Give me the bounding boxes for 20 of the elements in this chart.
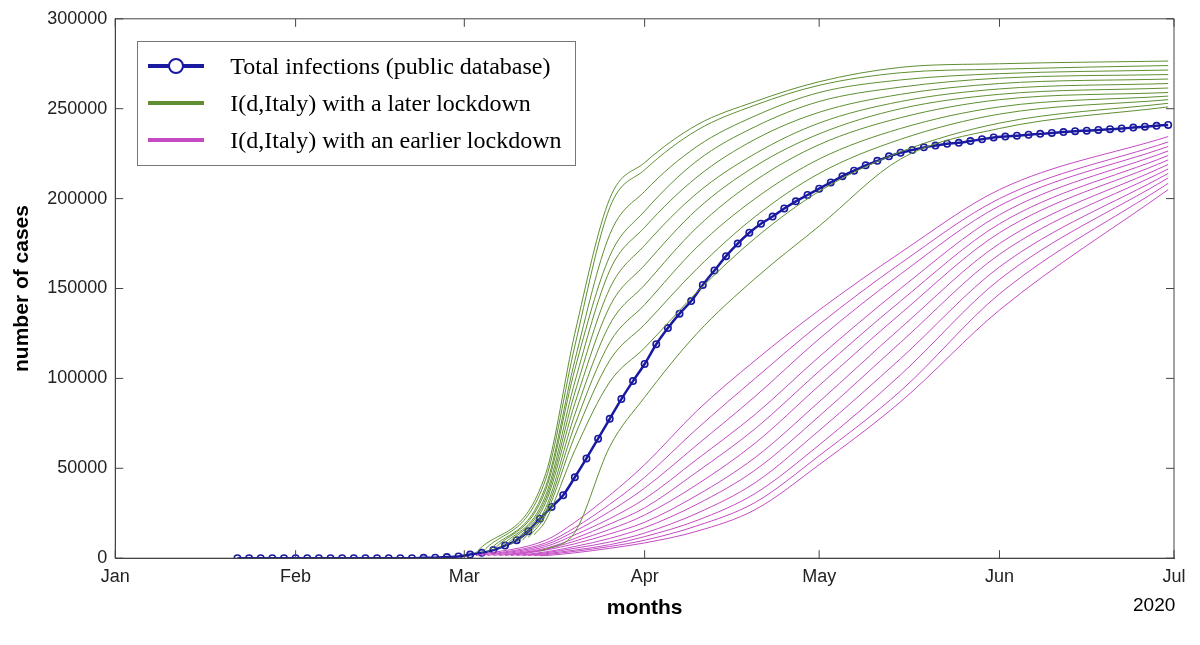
y-tick-label: 200000 (47, 187, 108, 208)
y-axis-title: number of cases (9, 205, 33, 372)
y-tick-label: 100000 (47, 367, 108, 388)
text: 2020 (1133, 594, 1176, 617)
x-tick-label: May (802, 565, 837, 586)
x-tick-label: Apr (630, 565, 659, 586)
y-tick-label: 0 (97, 547, 108, 568)
y-tick-label: 250000 (47, 97, 108, 118)
y-tick-label: 300000 (47, 7, 108, 28)
y-tick-label: 150000 (47, 277, 108, 298)
x-tick-label: Jun (984, 565, 1014, 586)
x-axis-title: months (606, 595, 683, 619)
legend-label: I(d,Italy) with a later lockdown (230, 88, 531, 118)
x-tick-label: Jul (1162, 565, 1186, 586)
x-tick-label: Jan (100, 565, 130, 586)
y-tick-label: 50000 (57, 457, 108, 478)
legend-label: Total infections (public database) (230, 51, 551, 81)
x-tick-label: Mar (448, 565, 480, 586)
x-tick-label: Feb (280, 565, 312, 586)
legend-label: I(d,Italy) with an earlier lockdown (230, 125, 562, 155)
